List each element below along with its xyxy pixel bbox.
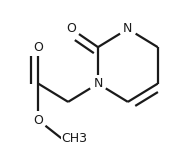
- Text: O: O: [66, 22, 76, 35]
- Text: O: O: [33, 114, 43, 127]
- Text: CH3: CH3: [62, 132, 87, 145]
- Text: N: N: [123, 22, 133, 35]
- Text: O: O: [33, 41, 43, 54]
- Text: N: N: [93, 77, 103, 90]
